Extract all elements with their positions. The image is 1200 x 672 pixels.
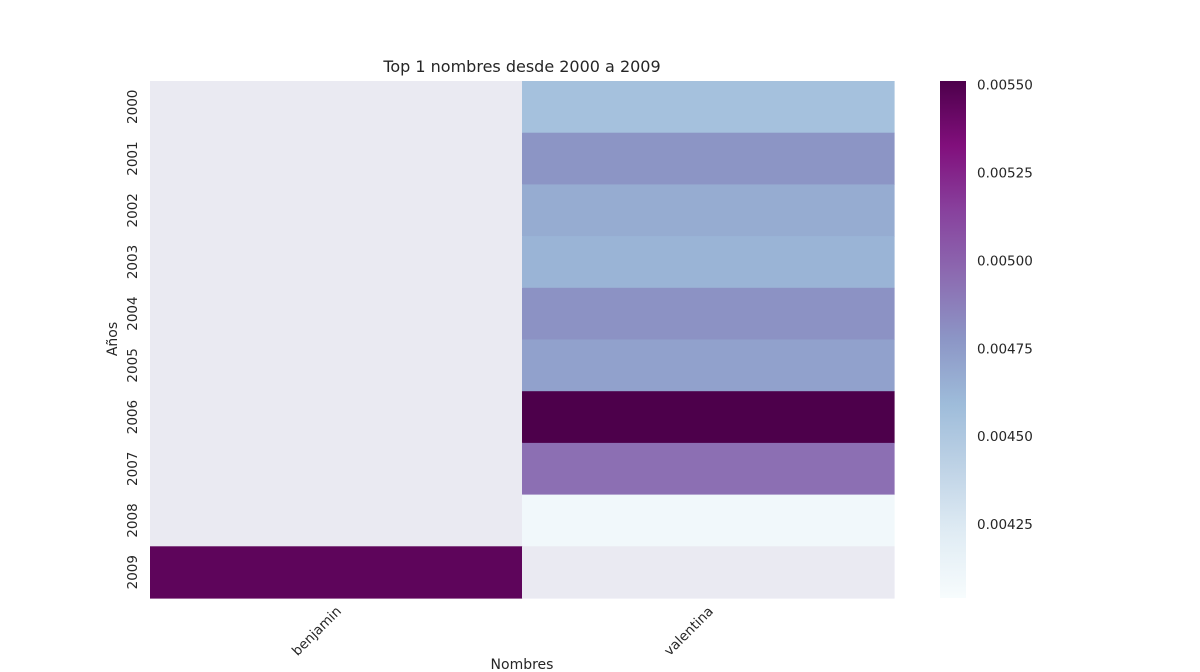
heatmap-cell-2007-valentina — [522, 442, 895, 496]
colorbar-tick-label: 0.00550 — [977, 78, 1033, 94]
y-tick-label: 2007 — [125, 452, 141, 486]
y-tick-label: 2006 — [125, 400, 141, 434]
heatmap-cell-2005-benjamin — [150, 339, 523, 392]
heatmap-cell-2008-valentina — [522, 494, 895, 547]
colorbar-tick-label: 0.00450 — [977, 429, 1033, 445]
heatmap-cell-2006-benjamin — [150, 391, 523, 444]
heatmap-cell-2009-valentina — [522, 546, 895, 599]
heatmap-cell-2002-benjamin — [150, 184, 523, 237]
heatmap-cell-2004-benjamin — [150, 287, 523, 341]
heatmap-cell-2009-benjamin — [150, 546, 523, 599]
heatmap-cell-2001-valentina — [522, 132, 895, 185]
colorbar-tick-label: 0.00500 — [977, 253, 1033, 269]
y-tick-label: 2004 — [125, 296, 141, 330]
x-tick-labels: benjamin valentina — [289, 604, 717, 660]
heatmap-cell-2002-valentina — [522, 184, 895, 237]
x-tick-label: benjamin — [289, 604, 345, 660]
colorbar-tick-label: 0.00475 — [977, 341, 1033, 357]
y-tick-label: 2001 — [125, 141, 141, 175]
heatmap-cell-2006-valentina — [522, 391, 895, 444]
y-tick-label: 2008 — [125, 503, 141, 537]
heatmap-cell-2005-valentina — [522, 339, 895, 392]
colorbar-tick-label: 0.00525 — [977, 165, 1033, 181]
y-tick-label: 2005 — [125, 348, 141, 382]
y-tick-labels: 2000 2001 2002 2003 2004 2005 2006 2007 2008 2009 — [125, 90, 141, 590]
x-axis-label: Nombres — [491, 657, 554, 672]
heatmap-cell-2001-benjamin — [150, 132, 523, 185]
heatmap-cell-2008-benjamin — [150, 494, 523, 547]
heatmap-cell-2003-valentina — [522, 236, 895, 289]
y-axis-label: Años — [105, 322, 121, 356]
heatmap-cell-2004-valentina — [522, 287, 895, 341]
x-tick-label: valentina — [661, 604, 717, 660]
y-tick-label: 2002 — [125, 193, 141, 227]
heatmap-cell-2007-benjamin — [150, 442, 523, 496]
heatmap-cell-2000-benjamin — [150, 81, 523, 134]
heatmap-cell-2003-benjamin — [150, 236, 523, 289]
heatmap-cells — [150, 81, 895, 599]
chart-title: Top 1 nombres desde 2000 a 2009 — [382, 57, 660, 76]
y-tick-label: 2009 — [125, 555, 141, 589]
colorbar-tick-labels: 0.00425 0.00450 0.00475 0.00500 0.00525 0.005… — [977, 78, 1033, 534]
colorbar-tick-label: 0.00425 — [977, 517, 1033, 533]
y-tick-label: 2000 — [125, 90, 141, 124]
heatmap-cell-2000-valentina — [522, 81, 895, 134]
colorbar — [940, 81, 966, 598]
y-tick-label: 2003 — [125, 245, 141, 279]
